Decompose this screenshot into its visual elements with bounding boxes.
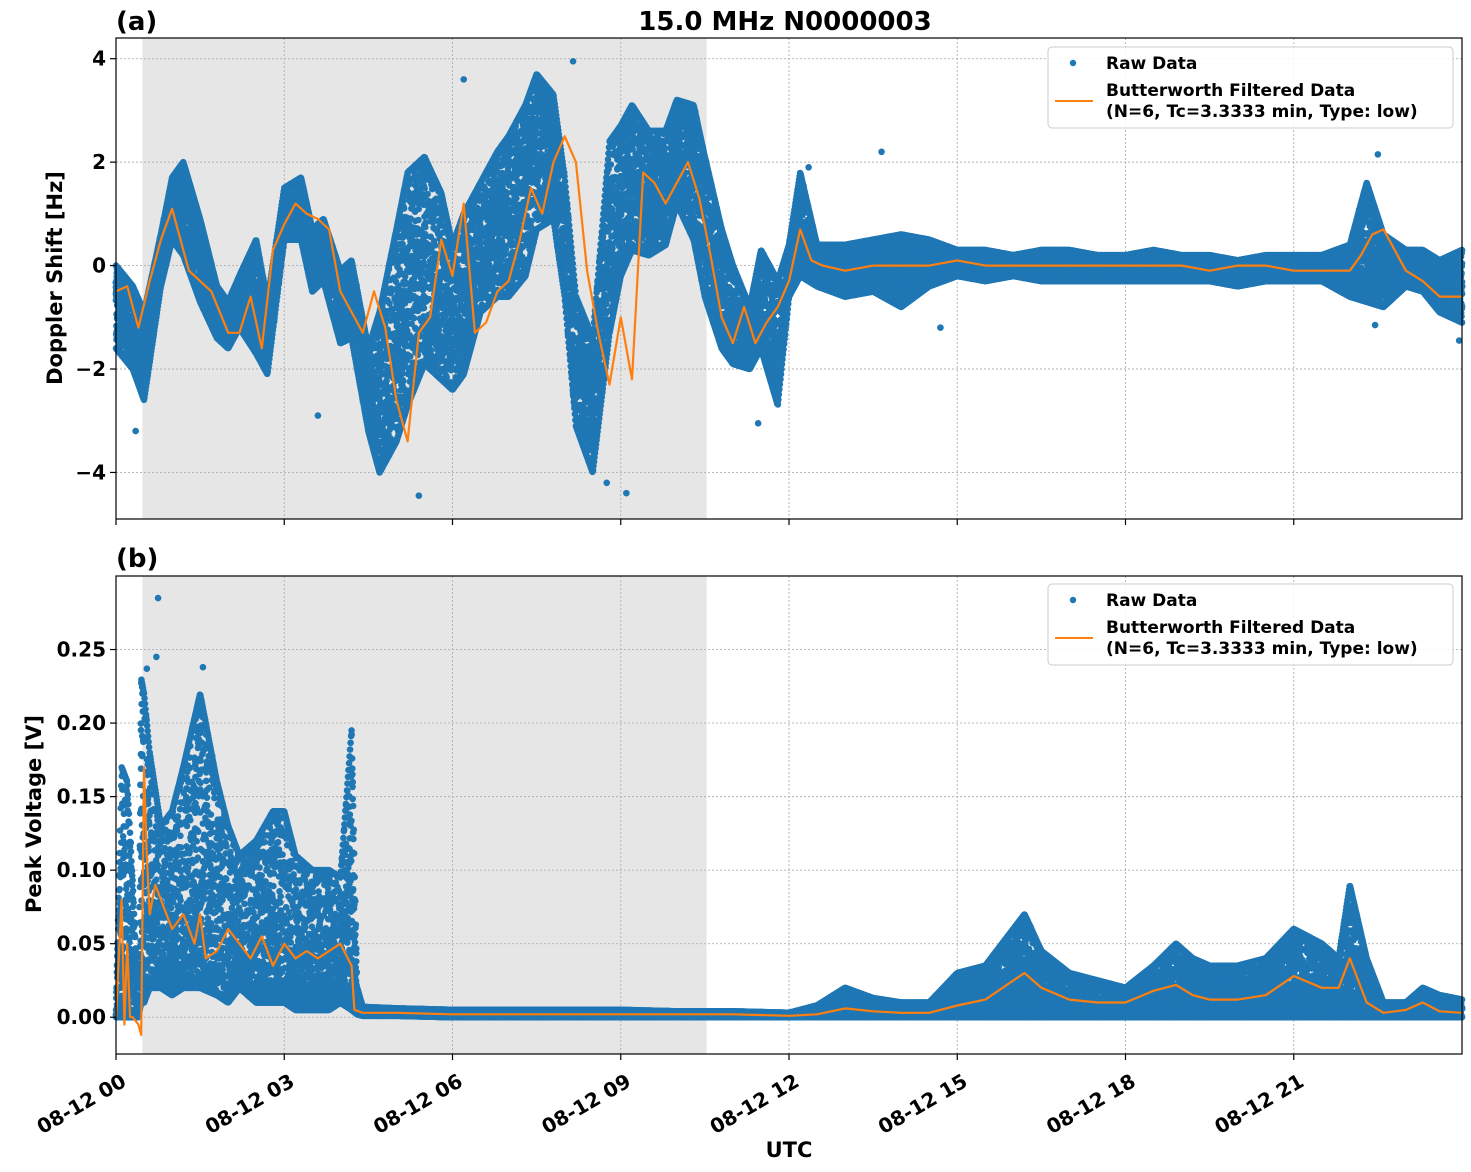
panel-a-ylabel: Doppler Shift [Hz] <box>43 171 67 385</box>
panel-a-label: (a) <box>116 7 157 37</box>
figure-title: 15.0 MHz N0000003 <box>638 7 931 37</box>
